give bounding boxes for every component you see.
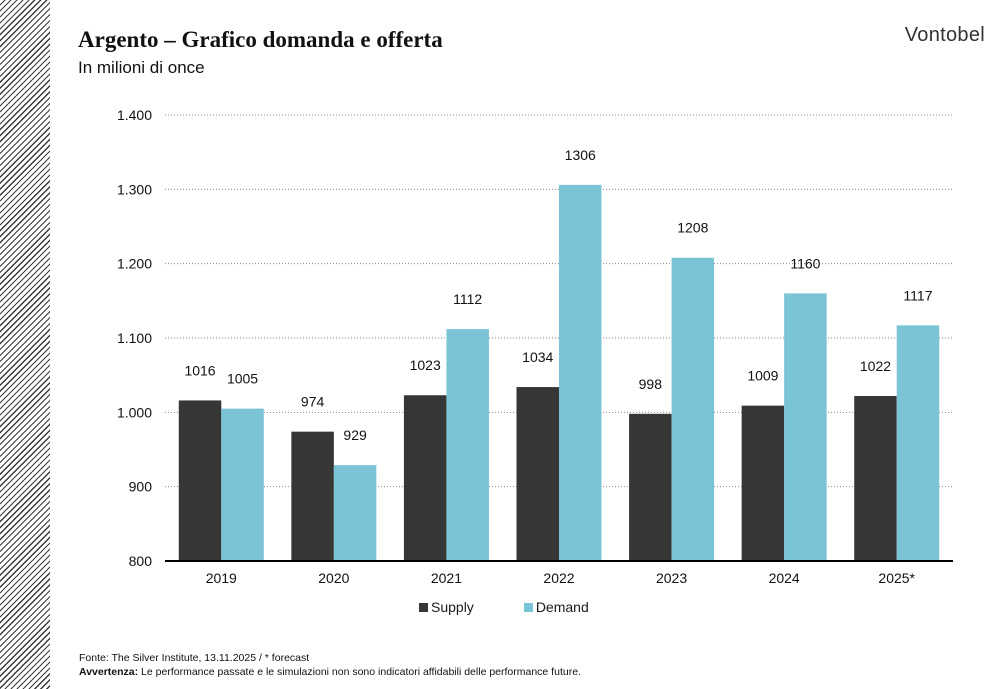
bar-demand bbox=[896, 325, 940, 561]
x-tick-label: 2022 bbox=[543, 570, 574, 586]
data-label: 974 bbox=[301, 394, 325, 410]
bar-demand bbox=[559, 184, 602, 561]
bar-supply bbox=[629, 413, 672, 561]
data-label: 929 bbox=[343, 427, 367, 443]
disclaimer-label: Avvertenza: bbox=[79, 666, 139, 678]
x-tick-label: 2023 bbox=[656, 570, 687, 586]
data-label: 1023 bbox=[410, 357, 441, 373]
y-tick-label: 1.100 bbox=[117, 330, 152, 346]
brand-logo: Vontobel bbox=[904, 24, 985, 46]
bar-supply bbox=[291, 431, 334, 561]
x-tick-label: 2025* bbox=[878, 570, 915, 586]
bar-demand bbox=[221, 408, 264, 561]
data-label: 1117 bbox=[903, 287, 932, 303]
x-tick-label: 2019 bbox=[206, 570, 237, 586]
bar-supply bbox=[403, 395, 447, 561]
data-label: 998 bbox=[639, 376, 663, 392]
data-label: 1016 bbox=[184, 362, 215, 378]
data-label: 1306 bbox=[565, 147, 596, 163]
legend-swatch-supply bbox=[419, 602, 428, 612]
y-tick-label: 1.300 bbox=[117, 181, 152, 197]
chart-title: Argento – Grafico domanda e offerta bbox=[78, 27, 443, 52]
x-tick-label: 2024 bbox=[769, 570, 800, 586]
bar-demand bbox=[784, 293, 827, 561]
bar-demand bbox=[446, 329, 489, 561]
y-tick-label: 1.200 bbox=[117, 256, 152, 272]
legend-item-demand: Demand bbox=[523, 599, 589, 615]
legend-swatch-demand bbox=[523, 602, 533, 612]
bar-supply bbox=[854, 395, 897, 561]
y-tick-label: 1.400 bbox=[117, 107, 152, 123]
data-label: 1009 bbox=[747, 368, 778, 384]
data-label: 1034 bbox=[522, 349, 553, 365]
bar-supply bbox=[178, 400, 222, 561]
data-label: 1022 bbox=[860, 358, 891, 374]
disclaimer-note: Avvertenza: Le performance passate e le … bbox=[79, 666, 581, 678]
bar-supply bbox=[516, 387, 559, 561]
data-label: 1160 bbox=[790, 255, 820, 271]
hatched-margin-decoration bbox=[0, 0, 50, 689]
chart-subtitle: In milioni di once bbox=[78, 58, 205, 77]
data-label: 1005 bbox=[227, 371, 258, 387]
legend-item-supply: Supply bbox=[419, 599, 474, 615]
bar-demand bbox=[333, 465, 377, 561]
data-label: 1112 bbox=[453, 291, 482, 307]
legend-label-demand: Demand bbox=[535, 599, 589, 615]
y-tick-label: 900 bbox=[129, 479, 153, 495]
data-label: 1208 bbox=[677, 220, 708, 236]
y-tick-label: 800 bbox=[129, 553, 153, 569]
source-note: Fonte: The Silver Institute, 13.11.2025 … bbox=[79, 652, 310, 664]
x-tick-label: 2021 bbox=[431, 570, 462, 586]
bar-supply bbox=[741, 405, 785, 561]
bar-demand bbox=[671, 257, 715, 561]
x-tick-label: 2020 bbox=[318, 570, 349, 586]
disclaimer-text: Le performance passate e le simulazioni … bbox=[138, 666, 581, 678]
chart-legend: Supply Demand bbox=[419, 599, 639, 615]
y-tick-label: 1.000 bbox=[117, 404, 152, 420]
legend-label-supply: Supply bbox=[431, 599, 474, 615]
